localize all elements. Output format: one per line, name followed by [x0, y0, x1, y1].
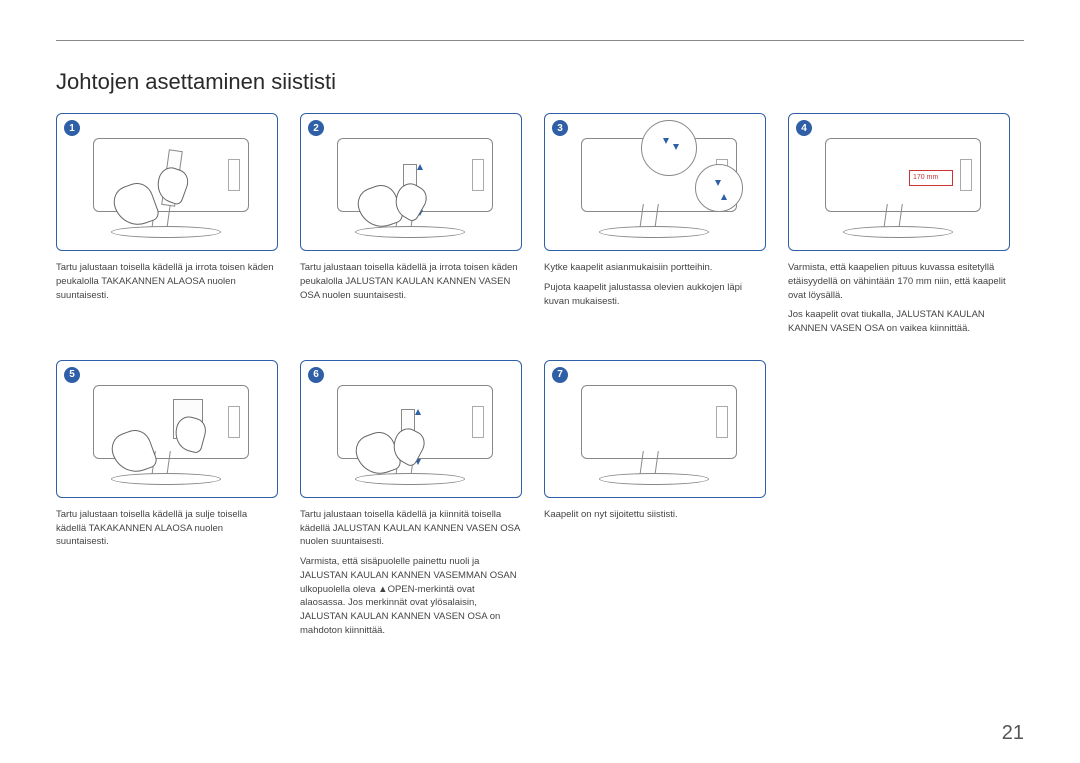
- step-5-badge: 5: [64, 367, 80, 383]
- step-4-caption: Varmista, että kaapelien pituus kuvassa …: [788, 261, 1010, 336]
- step-1-caption: Tartu jalustaan toisella kädellä ja irro…: [56, 261, 278, 302]
- step-5: 5 Tartu jalustaan toisella kädellä ja su…: [56, 360, 278, 644]
- step-1: 1 Tartu jalustaan toisella kädellä ja ir…: [56, 113, 278, 342]
- step-1-badge: 1: [64, 120, 80, 136]
- step-3-badge: 3: [552, 120, 568, 136]
- step-3-caption: Kytke kaapelit asianmukaisiin portteihin…: [544, 261, 766, 308]
- step-6-badge: 6: [308, 367, 324, 383]
- step-2: 2 Tartu jalustaan toisella kädellä ja ir…: [300, 113, 522, 342]
- step-3: 3 Kytke kaapelit asianmukaisiin portteih…: [544, 113, 766, 342]
- step-7: 7 Kaapelit on nyt sijoitettu siististi.: [544, 360, 766, 644]
- top-rule: [56, 40, 1024, 41]
- step-2-figure: 2: [300, 113, 522, 251]
- step-2-badge: 2: [308, 120, 324, 136]
- measure-label: 170 mm: [913, 174, 938, 181]
- step-5-figure: 5: [56, 360, 278, 498]
- page-title: Johtojen asettaminen siististi: [56, 69, 1024, 95]
- step-7-badge: 7: [552, 367, 568, 383]
- step-7-figure: 7: [544, 360, 766, 498]
- step-2-caption: Tartu jalustaan toisella kädellä ja irro…: [300, 261, 522, 302]
- step-1-figure: 1: [56, 113, 278, 251]
- page-number: 21: [1002, 722, 1024, 745]
- step-4-figure: 4 170 mm: [788, 113, 1010, 251]
- step-6-caption: Tartu jalustaan toisella kädellä ja kiin…: [300, 508, 522, 638]
- step-6: 6 Tartu jalustaan toisella kädellä ja ki…: [300, 360, 522, 644]
- step-4: 4 170 mm Varmista, että kaapelien pituus…: [788, 113, 1010, 342]
- steps-grid: 1 Tartu jalustaan toisella kädellä ja ir…: [56, 113, 1024, 644]
- step-6-figure: 6: [300, 360, 522, 498]
- step-7-caption: Kaapelit on nyt sijoitettu siististi.: [544, 508, 766, 522]
- step-4-badge: 4: [796, 120, 812, 136]
- step-5-caption: Tartu jalustaan toisella kädellä ja sulj…: [56, 508, 278, 549]
- step-3-figure: 3: [544, 113, 766, 251]
